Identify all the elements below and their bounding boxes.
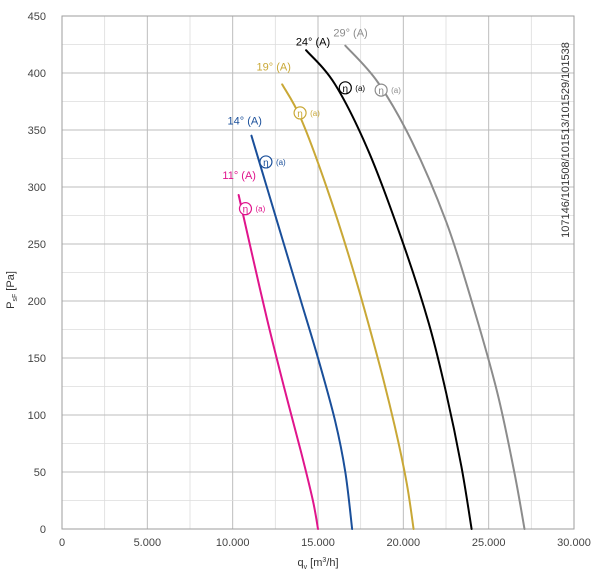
- efficiency-marker-icon: [338, 81, 352, 95]
- x-axis-label-main: q: [297, 557, 303, 569]
- efficiency-symbol: η: [343, 84, 349, 95]
- x-tick-label: 20.000: [387, 537, 421, 549]
- efficiency-suffix: (a): [355, 84, 365, 93]
- y-tick-label: 300: [28, 182, 46, 194]
- x-axis-label: qv [m3/h]: [297, 557, 338, 571]
- series-labels: 11° (A) 14° (A) 19° (A) 24° (A)29° (A): [222, 28, 367, 183]
- y-axis-label: PsF [Pa]: [5, 271, 19, 309]
- side-id-label: 107146/101508/101513/101529/101538: [560, 42, 572, 238]
- x-tick-label: 25.000: [472, 537, 506, 549]
- series-label-5: 29° (A): [333, 28, 367, 40]
- efficiency-suffix: (a): [391, 86, 401, 95]
- x-axis-label-unit-post: /h]: [326, 557, 338, 569]
- x-tick-label: 15.000: [301, 537, 335, 549]
- series-label-1: 11° (A): [222, 170, 256, 182]
- efficiency-symbol: η: [378, 86, 384, 97]
- x-axis-label-sub: v: [304, 564, 308, 571]
- efficiency-suffix: (a): [276, 158, 286, 167]
- efficiency-marker-icon: [238, 202, 253, 216]
- x-axis-label-unit-sup: 3: [322, 557, 326, 564]
- y-tick-label: 0: [40, 524, 46, 536]
- y-tick-label: 250: [28, 239, 46, 251]
- efficiency-marker-icon: [293, 106, 307, 120]
- y-tick-label: 200: [28, 296, 46, 308]
- x-tick-label: 0: [59, 537, 65, 549]
- series-line-2: [250, 134, 354, 530]
- efficiency-suffix: (a): [310, 109, 320, 118]
- x-tick-label: 10.000: [216, 537, 250, 549]
- x-tick-label: 30.000: [557, 537, 591, 549]
- series-line-1: [237, 193, 319, 530]
- y-axis-label-main: P: [5, 302, 17, 309]
- efficiency-symbol: η: [297, 109, 303, 120]
- x-tick-label: 5.000: [134, 537, 162, 549]
- y-tick-label: 400: [28, 68, 46, 80]
- y-tick-label: 50: [34, 467, 46, 479]
- y-tick-label: 350: [28, 125, 46, 137]
- y-tick-label: 150: [28, 353, 46, 365]
- series-label-2: 14° (A): [228, 115, 262, 127]
- efficiency-suffix: (a): [255, 205, 265, 214]
- y-axis-label-sub: sF: [12, 294, 19, 302]
- efficiency-marker-icon: [374, 83, 388, 97]
- series-label-4: 24° (A): [296, 37, 330, 49]
- x-axis-label-unit-pre: [m: [307, 557, 322, 569]
- efficiency-symbol: η: [263, 158, 269, 169]
- efficiency-symbol: η: [243, 205, 249, 216]
- series-line-3: [281, 83, 415, 530]
- efficiency-marker-icon: [259, 155, 273, 169]
- y-tick-label: 100: [28, 410, 46, 422]
- series-label-3: 19° (A): [257, 62, 291, 74]
- tick-labels: 0 5.000 10.000 15.000 20.000 25.000 30.000 0 50 1…: [28, 11, 591, 549]
- series-layer: η (a) η (a) η (a) η (a) η (a): [237, 44, 526, 530]
- series-line-4: [305, 49, 473, 530]
- y-tick-label: 450: [28, 11, 46, 23]
- y-axis-label-unit: [Pa]: [5, 271, 17, 294]
